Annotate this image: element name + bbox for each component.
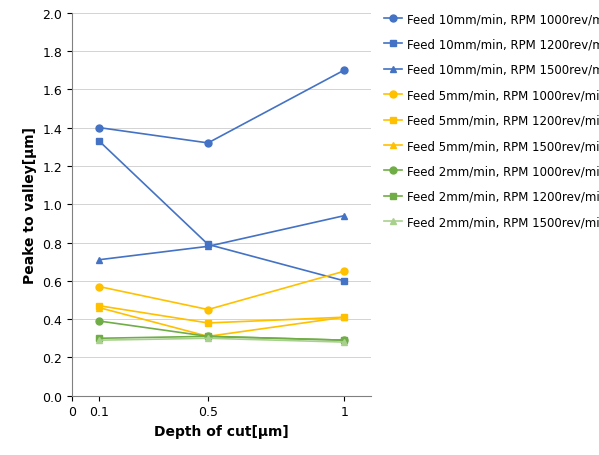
X-axis label: Depth of cut[μm]: Depth of cut[μm] bbox=[155, 424, 289, 438]
Line: Feed 10mm/min, RPM 1200rev/min: Feed 10mm/min, RPM 1200rev/min bbox=[96, 138, 347, 285]
Feed 10mm/min, RPM 1200rev/min bbox=[341, 278, 348, 284]
Feed 2mm/min, RPM 1200rev/min bbox=[95, 336, 102, 341]
Feed 2mm/min, RPM 1000rev/min bbox=[95, 318, 102, 324]
Feed 10mm/min, RPM 1500rev/min bbox=[341, 213, 348, 219]
Feed 5mm/min, RPM 1000rev/min bbox=[341, 269, 348, 274]
Line: Feed 2mm/min, RPM 1000rev/min: Feed 2mm/min, RPM 1000rev/min bbox=[96, 318, 347, 344]
Legend: Feed 10mm/min, RPM 1000rev/min, Feed 10mm/min, RPM 1200rev/min, Feed 10mm/min, R: Feed 10mm/min, RPM 1000rev/min, Feed 10m… bbox=[383, 12, 599, 230]
Feed 5mm/min, RPM 1200rev/min bbox=[95, 303, 102, 309]
Line: Feed 10mm/min, RPM 1500rev/min: Feed 10mm/min, RPM 1500rev/min bbox=[96, 213, 347, 263]
Feed 5mm/min, RPM 1000rev/min bbox=[204, 307, 211, 313]
Line: Feed 5mm/min, RPM 1500rev/min: Feed 5mm/min, RPM 1500rev/min bbox=[96, 304, 347, 340]
Feed 2mm/min, RPM 1500rev/min bbox=[95, 338, 102, 343]
Line: Feed 10mm/min, RPM 1000rev/min: Feed 10mm/min, RPM 1000rev/min bbox=[96, 67, 347, 147]
Feed 2mm/min, RPM 1000rev/min bbox=[204, 334, 211, 339]
Line: Feed 5mm/min, RPM 1000rev/min: Feed 5mm/min, RPM 1000rev/min bbox=[96, 268, 347, 313]
Feed 5mm/min, RPM 1500rev/min bbox=[341, 315, 348, 320]
Feed 5mm/min, RPM 1500rev/min bbox=[95, 305, 102, 311]
Feed 10mm/min, RPM 1000rev/min bbox=[95, 126, 102, 131]
Feed 10mm/min, RPM 1000rev/min bbox=[204, 141, 211, 147]
Feed 5mm/min, RPM 1200rev/min bbox=[341, 315, 348, 320]
Feed 10mm/min, RPM 1500rev/min bbox=[204, 244, 211, 249]
Feed 2mm/min, RPM 1500rev/min bbox=[341, 339, 348, 345]
Feed 5mm/min, RPM 1000rev/min bbox=[95, 284, 102, 290]
Feed 5mm/min, RPM 1500rev/min bbox=[204, 334, 211, 339]
Line: Feed 2mm/min, RPM 1200rev/min: Feed 2mm/min, RPM 1200rev/min bbox=[96, 333, 347, 344]
Y-axis label: Peake to valley[μm]: Peake to valley[μm] bbox=[23, 126, 37, 283]
Feed 10mm/min, RPM 1200rev/min bbox=[204, 242, 211, 248]
Line: Feed 2mm/min, RPM 1500rev/min: Feed 2mm/min, RPM 1500rev/min bbox=[96, 335, 347, 346]
Feed 2mm/min, RPM 1200rev/min bbox=[204, 334, 211, 339]
Feed 10mm/min, RPM 1000rev/min bbox=[341, 68, 348, 74]
Feed 10mm/min, RPM 1500rev/min bbox=[95, 258, 102, 263]
Line: Feed 5mm/min, RPM 1200rev/min: Feed 5mm/min, RPM 1200rev/min bbox=[96, 303, 347, 327]
Feed 2mm/min, RPM 1200rev/min bbox=[341, 338, 348, 343]
Feed 2mm/min, RPM 1500rev/min bbox=[204, 336, 211, 341]
Feed 5mm/min, RPM 1200rev/min bbox=[204, 320, 211, 326]
Feed 2mm/min, RPM 1000rev/min bbox=[341, 338, 348, 343]
Feed 10mm/min, RPM 1200rev/min bbox=[95, 139, 102, 144]
